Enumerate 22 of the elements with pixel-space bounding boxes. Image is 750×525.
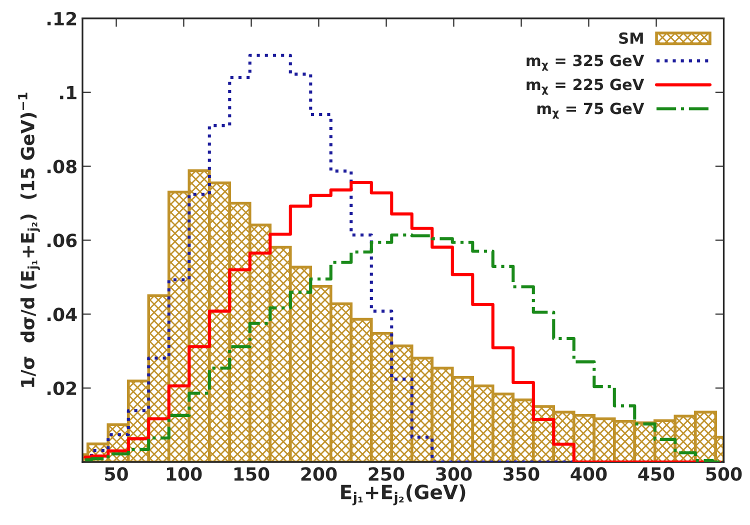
x-tick-label: 300 (436, 467, 472, 481)
x-tick-label: 50 (105, 467, 128, 481)
y-tick-label: .1 (60, 86, 76, 100)
x-axis-title: E$_{j₁}$+E$_{j₂}$(GeV) (341, 484, 466, 506)
x-tick-label: 450 (638, 467, 674, 481)
x-tick-label: 150 (234, 467, 270, 481)
x-tick-label: 250 (368, 467, 404, 481)
legend-label: m$_{χ}$ = 325 GeV (526, 54, 644, 71)
y-tick-label: .02 (47, 382, 76, 396)
x-tick-label: 200 (301, 467, 337, 481)
y-tick-label: .04 (47, 308, 77, 322)
x-tick-label: 350 (504, 467, 540, 481)
y-axis-title: 1/σ dσ/d (E$_{j₁}$+E$_{j₂}$) (15 GeV)$^{−1}$ (18, 92, 40, 387)
legend-label: m$_{χ}$ = 75 GeV (537, 102, 644, 119)
legend-label: m$_{χ}$ = 225 GeV (526, 78, 644, 95)
x-tick-label: 500 (706, 467, 742, 481)
legend-label: SM (619, 32, 643, 44)
x-tick-label: 400 (570, 467, 607, 481)
x-tick-label: 100 (166, 467, 202, 481)
y-tick-label: .08 (47, 160, 77, 174)
y-tick-label: .12 (47, 12, 76, 26)
y-tick-label: .06 (47, 234, 77, 248)
